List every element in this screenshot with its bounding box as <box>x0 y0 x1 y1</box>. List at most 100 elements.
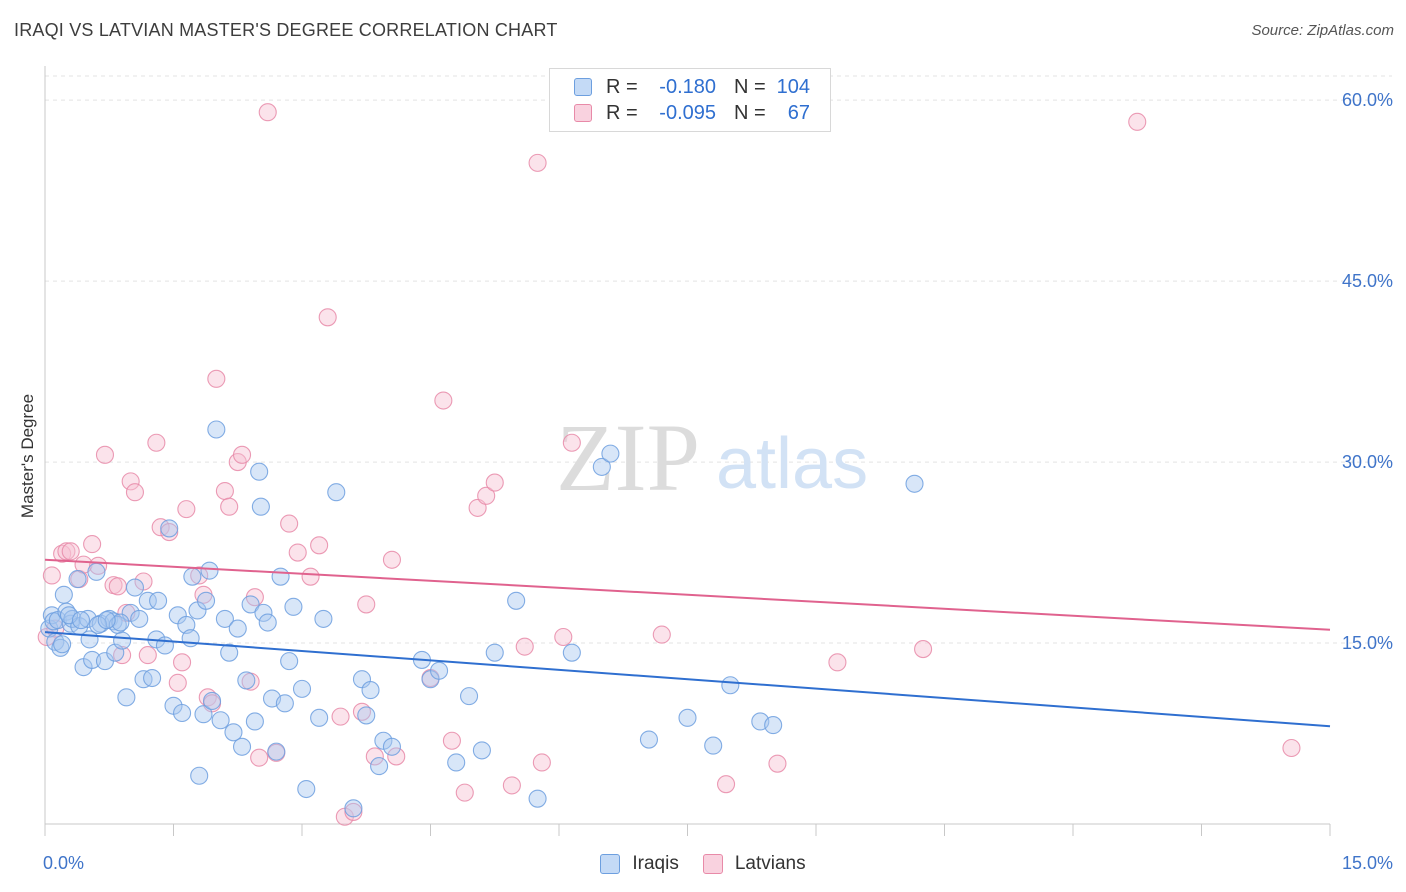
data-point-iraqis <box>245 712 264 731</box>
latvians-swatch <box>574 104 592 122</box>
data-point-iraqis <box>297 779 316 799</box>
data-point-iraqis <box>284 597 303 616</box>
data-point-iraqis <box>194 705 213 724</box>
data-point-latvians <box>652 625 671 644</box>
y-tick-label: 60.0% <box>1342 90 1393 110</box>
x-tick-label-max: 15.0% <box>1342 853 1393 873</box>
data-point-iraqis <box>183 567 202 586</box>
latvians-swatch <box>702 854 723 874</box>
data-point-iraqis <box>472 741 491 760</box>
data-point-iraqis <box>200 561 219 580</box>
stats-legend: R = -0.180 N = 104 R = -0.095 N = 67 <box>549 68 831 132</box>
data-point-iraqis <box>83 650 102 669</box>
data-point-latvians <box>716 775 736 794</box>
data-point-iraqis <box>190 766 209 785</box>
source-label: Source: ZipAtlas.com <box>1251 22 1394 39</box>
r-value: -0.180 <box>659 75 716 98</box>
data-point-iraqis <box>528 789 547 808</box>
data-point-latvians <box>331 707 350 726</box>
legend-row-latvians: R = -0.095 N = 67 <box>574 100 810 126</box>
data-point-iraqis <box>678 708 697 727</box>
data-point-latvians <box>442 731 461 750</box>
data-point-iraqis <box>344 799 363 818</box>
data-point-iraqis <box>173 703 192 723</box>
data-point-latvians <box>914 640 933 659</box>
data-point-iraqis <box>592 457 611 476</box>
data-point-latvians <box>310 536 329 555</box>
series-latvians <box>37 103 1301 826</box>
data-point-iraqis <box>601 444 620 463</box>
data-point-iraqis <box>71 611 91 630</box>
data-point-iraqis <box>53 635 72 654</box>
data-point-latvians <box>232 445 252 464</box>
data-point-latvians <box>365 747 384 766</box>
data-point-latvians <box>387 747 406 766</box>
data-point-latvians <box>528 153 547 172</box>
data-point-iraqis <box>149 591 168 610</box>
watermark: ZIP atlas <box>556 404 868 511</box>
data-point-iraqis <box>562 643 581 662</box>
data-point-iraqis <box>241 595 260 614</box>
data-point-latvians <box>177 500 196 519</box>
legend-label-latvians: Latvians <box>734 853 806 874</box>
data-point-latvians <box>83 535 102 554</box>
r-label: R = <box>606 101 638 124</box>
data-point-iraqis <box>361 681 380 700</box>
trend-lines <box>44 558 1331 728</box>
data-point-latvians <box>357 595 376 614</box>
data-point-iraqis <box>430 661 449 680</box>
r-label: R = <box>606 75 638 98</box>
series-iraqis <box>40 420 924 818</box>
data-point-iraqis <box>138 591 157 610</box>
data-point-iraqis <box>327 483 346 502</box>
data-point-iraqis <box>203 691 222 710</box>
data-point-latvians <box>768 754 787 773</box>
data-point-iraqis <box>447 753 466 772</box>
data-point-latvians <box>1282 738 1301 758</box>
data-point-iraqis <box>160 519 179 538</box>
n-label: N = <box>734 101 766 124</box>
legend-item-latvians[interactable]: Latvians <box>702 853 806 875</box>
watermark-zip: ZIP <box>556 404 700 511</box>
y-tick-label: 30.0% <box>1342 452 1393 472</box>
legend-label-iraqis: Iraqis <box>632 853 679 874</box>
data-point-latvians <box>828 653 847 672</box>
axes <box>44 66 1331 836</box>
data-point-iraqis <box>764 716 783 735</box>
data-point-iraqis <box>292 679 312 698</box>
chart-title: IRAQI VS LATVIAN MASTER'S DEGREE CORRELA… <box>14 20 558 40</box>
data-point-latvians <box>61 542 80 561</box>
data-point-latvians <box>207 369 226 388</box>
data-point-iraqis <box>125 578 144 597</box>
x-tick-label-min: 0.0% <box>43 853 84 873</box>
grid-lines <box>45 75 1392 644</box>
y-axis-label: Master's Degree <box>18 393 37 519</box>
data-point-iraqis <box>54 585 73 604</box>
data-point-iraqis <box>68 570 87 589</box>
legend-item-iraqis[interactable]: Iraqis <box>600 853 679 875</box>
data-point-iraqis <box>280 652 299 671</box>
data-point-iraqis <box>370 757 389 776</box>
data-point-latvians <box>562 433 581 452</box>
data-point-iraqis <box>314 609 333 628</box>
trend-line-iraqis <box>44 631 1331 728</box>
data-point-latvians <box>280 514 299 533</box>
data-point-iraqis <box>721 676 740 695</box>
data-point-latvians <box>485 473 504 492</box>
data-point-latvians <box>515 637 534 656</box>
data-point-iraqis <box>267 742 286 761</box>
data-point-latvians <box>477 486 496 505</box>
data-point-latvians <box>258 103 277 122</box>
data-point-iraqis <box>207 420 226 439</box>
series-legend: Iraqis Latvians <box>0 853 1406 875</box>
data-point-iraqis <box>113 631 132 650</box>
n-label: N = <box>734 75 766 98</box>
data-point-iraqis <box>704 736 723 755</box>
legend-row-iraqis: R = -0.180 N = 104 <box>574 74 810 100</box>
data-point-iraqis <box>117 688 136 707</box>
tick-labels: 15.0% 30.0% 45.0% 60.0% 0.0% 15.0% <box>43 90 1393 873</box>
y-tick-label: 45.0% <box>1342 271 1393 291</box>
data-point-iraqis <box>357 706 376 725</box>
trend-line-latvians <box>44 558 1331 631</box>
data-point-iraqis <box>130 609 149 628</box>
